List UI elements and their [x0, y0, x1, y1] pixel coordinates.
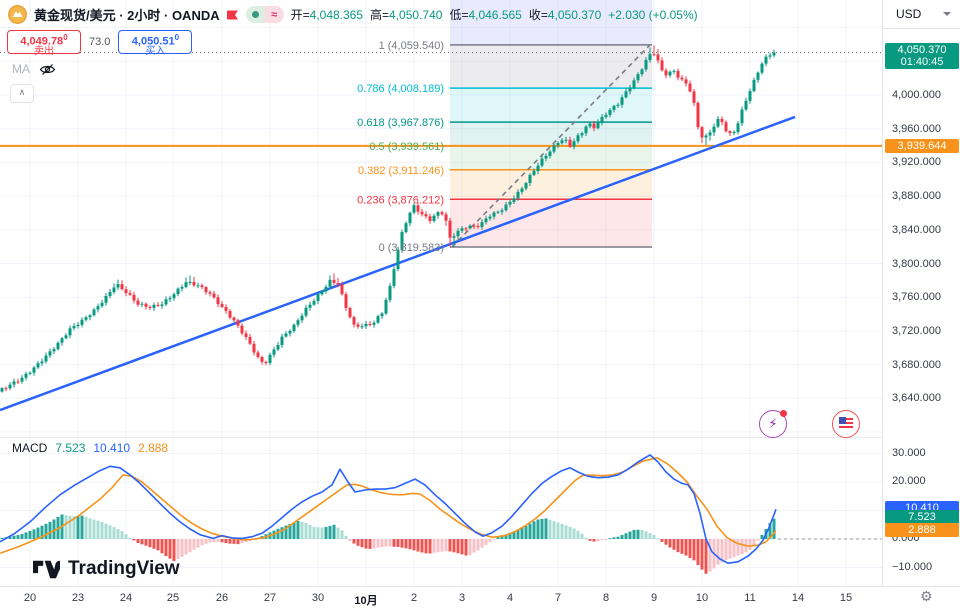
time-tick-label: 23 — [71, 592, 85, 604]
macd-label[interactable]: MACD — [12, 441, 48, 455]
symbol-logo-icon — [8, 5, 27, 24]
currency-label: USD — [896, 7, 922, 21]
price-tick-label: 3,880.000 — [892, 190, 941, 203]
time-tick-label: 25 — [166, 592, 180, 604]
price-tick-label: 3,680.000 — [892, 358, 941, 371]
macd-tick-label: 30.000 — [892, 446, 926, 459]
macd-pane-svg[interactable] — [0, 437, 882, 587]
fib-level-label: 0.382 (3,911.246) — [358, 165, 444, 177]
ma-indicator-row: MA — [12, 62, 56, 76]
price-tick-label: 3,760.000 — [892, 291, 941, 304]
macd-line-value: 10.410 — [93, 441, 131, 455]
time-tick-label: 8 — [602, 592, 610, 604]
price-tick-label: 3,960.000 — [892, 122, 941, 135]
time-tick-label: 26 — [215, 592, 229, 604]
time-tick-label: 20 — [23, 592, 37, 604]
price-tick-label: 3,840.000 — [892, 223, 941, 236]
current-price-badge: 4,050.370 01:40:45 — [885, 42, 959, 69]
time-tick-label: 14 — [791, 592, 805, 604]
fib-baseline — [451, 44, 651, 248]
chevron-down-icon — [943, 12, 952, 16]
currency-selector[interactable]: USD — [883, 0, 960, 29]
macd-tick-label: −10.000 — [892, 560, 933, 573]
time-tick-label: 2 — [410, 592, 418, 604]
fib-band — [450, 145, 652, 170]
fib-level-label: 0.618 (3,967.876) — [357, 117, 444, 129]
sell-button[interactable]: 4,049.780 卖出 — [7, 30, 81, 56]
fib-level-label: 0 (3,819.583) — [379, 242, 444, 254]
chart-legend: 黄金现货/美元 · 2小时 · OANDA ≈ 开=4,048.365 高=4,… — [8, 0, 698, 29]
us-flag-icon — [839, 417, 853, 428]
ohlc-high: 高=4,050.740 — [370, 8, 443, 22]
ohlc-open: 开=4,048.365 — [290, 8, 364, 22]
time-axis[interactable]: 20 23 24 25 26 27 30 10月 2 3 4 7 8 9 10 11 14 15 — [0, 586, 960, 610]
us-market-icon[interactable] — [832, 410, 860, 438]
macd-value-badge: 7.523 — [885, 509, 959, 524]
tradingview-logo-text: TradingView — [68, 558, 180, 579]
ohlc-close: 收=4,050.370 — [528, 8, 602, 22]
time-tick-label: 11 — [744, 592, 756, 604]
tradingview-logo-icon — [33, 560, 60, 578]
time-tick-label: 10 — [695, 592, 709, 604]
market-status-pill[interactable]: ≈ — [245, 6, 284, 23]
approx-icon: ≈ — [264, 6, 284, 23]
notification-dot-icon — [780, 410, 787, 417]
time-tick-label: 10月 — [354, 595, 378, 607]
spread-value: 73.0 — [89, 36, 111, 48]
fib-level-label: 0.5 (3,939.561) — [369, 141, 444, 153]
fib-band — [450, 44, 652, 89]
fib-level-label: 0.236 (3,876.212) — [357, 194, 444, 206]
instant-trading-icon[interactable]: ⚡ — [759, 410, 787, 438]
macd-hist-value: 7.523 — [55, 441, 86, 455]
time-tick-label: 30 — [311, 592, 325, 604]
flag-icon[interactable] — [226, 9, 239, 21]
price-tick-label: 3,920.000 — [892, 156, 941, 169]
market-open-dot-icon — [251, 11, 259, 18]
eye-off-icon[interactable] — [39, 63, 56, 76]
time-tick-label: 7 — [554, 592, 562, 604]
time-tick-label: 24 — [119, 592, 133, 604]
orange-line-price-badge: 3,939.644 — [885, 138, 959, 153]
ohlc-low: 低=4,046.565 — [449, 8, 522, 22]
time-tick-label: 3 — [458, 592, 466, 604]
time-tick-label: 4 — [506, 592, 514, 604]
trade-widget: 4,049.780 卖出 73.0 4,050.510 买入 — [7, 30, 193, 56]
time-tick-label: 27 — [263, 592, 277, 604]
ma-label[interactable]: MA — [12, 62, 30, 76]
macd-line — [0, 454, 777, 564]
change-text: +2.030 (+0.05%) — [608, 7, 698, 22]
macd-histogram — [0, 514, 776, 574]
price-tick-label: 3,800.000 — [892, 257, 941, 270]
tradingview-watermark[interactable]: TradingView — [33, 558, 180, 580]
price-tick-label: 4,000.000 — [892, 89, 941, 101]
collapse-pane-button[interactable]: ∧ — [10, 84, 34, 103]
macd-value-badge: 2.888 — [885, 522, 959, 537]
price-chart-svg[interactable]: 1 (4,059.540) 0.786 (4,008.189) 0.618 (3,9… — [0, 0, 882, 437]
macd-legend: MACD 7.523 10.410 2.888 — [12, 441, 168, 455]
fib-band — [450, 169, 652, 200]
macd-tick-label: 20.000 — [892, 475, 926, 487]
fib-band — [450, 122, 652, 146]
gear-icon[interactable]: ⚙ — [920, 588, 933, 604]
time-tick-label: 15 — [839, 592, 853, 604]
fib-band — [450, 0, 652, 45]
candles — [0, 45, 776, 393]
macd-signal-value: 2.888 — [138, 441, 169, 455]
price-axis[interactable]: USD 4,000.000 3,960.000 3,920.000 3,880.000… — [882, 0, 960, 586]
time-tick-label: 9 — [650, 592, 658, 604]
fib-level-label: 1 (4,059.540) — [379, 40, 444, 52]
fib-level-label: 0.786 (4,008.189) — [357, 83, 444, 95]
price-tick-label: 3,640.000 — [892, 392, 941, 405]
symbol-title[interactable]: 黄金现货/美元 · 2小时 · OANDA — [34, 8, 220, 23]
buy-button[interactable]: 4,050.510 买入 — [118, 30, 193, 56]
macd-signal-line — [0, 457, 777, 555]
price-tick-label: 3,720.000 — [892, 324, 941, 337]
